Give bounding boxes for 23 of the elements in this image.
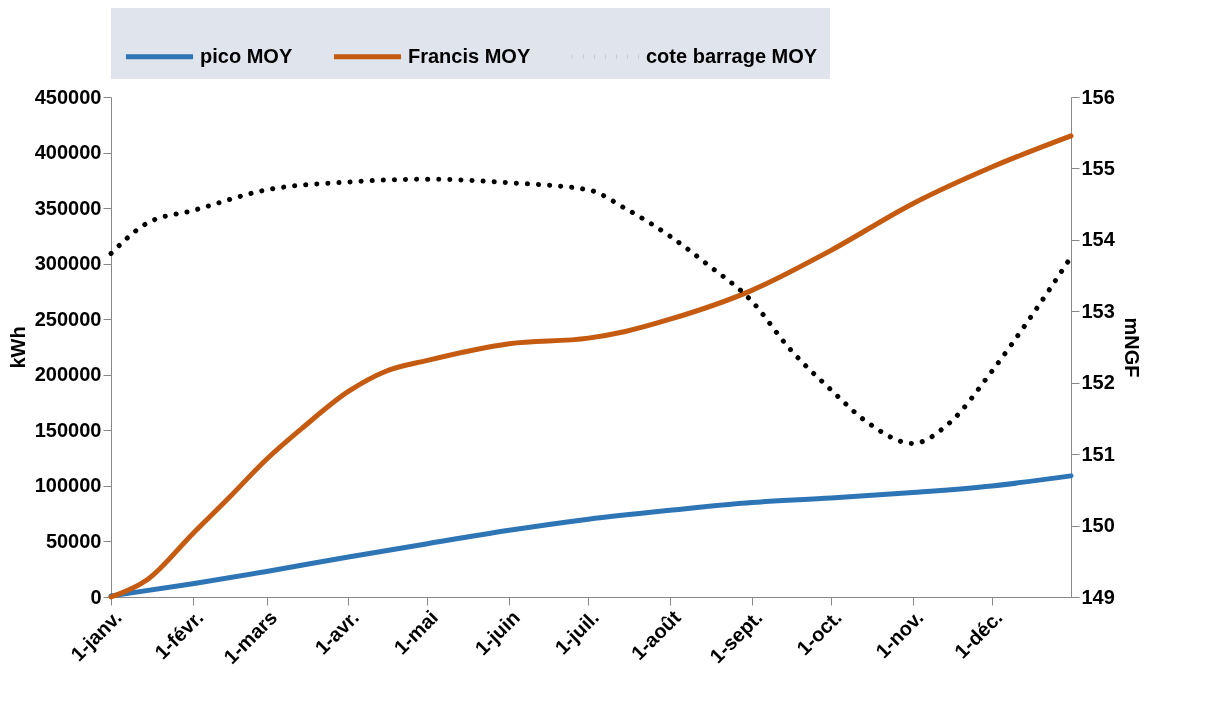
y-tick-label: 450000	[34, 85, 102, 108]
y2-tick-label: 149	[1081, 585, 1115, 608]
y-tick-label: 200000	[34, 363, 102, 386]
y2-tick-label: 155	[1081, 156, 1115, 179]
y-tick-label: 350000	[34, 196, 102, 219]
y-tick-label: 50000	[45, 529, 102, 552]
y-tick-label: 300000	[34, 252, 102, 275]
y2-tick-label: 154	[1081, 228, 1116, 251]
legend-label: pico MOY	[200, 44, 293, 67]
y2-axis-title: mNGF	[1120, 317, 1143, 378]
y-tick-label: 400000	[34, 141, 102, 164]
legend-label: cote barrage MOY	[646, 44, 818, 67]
y2-tick-label: 151	[1081, 442, 1115, 465]
y2-tick-label: 152	[1081, 371, 1115, 394]
y-tick-label: 0	[90, 585, 102, 608]
y-tick-label: 100000	[34, 474, 102, 497]
y-tick-label: 250000	[34, 307, 102, 330]
legend-label: Francis MOY	[408, 44, 531, 67]
y2-tick-label: 150	[1081, 514, 1115, 537]
y2-tick-label: 156	[1081, 85, 1115, 108]
y2-tick-label: 153	[1081, 299, 1115, 322]
y-tick-label: 150000	[34, 418, 102, 441]
y-axis-title: kWh	[6, 326, 29, 369]
